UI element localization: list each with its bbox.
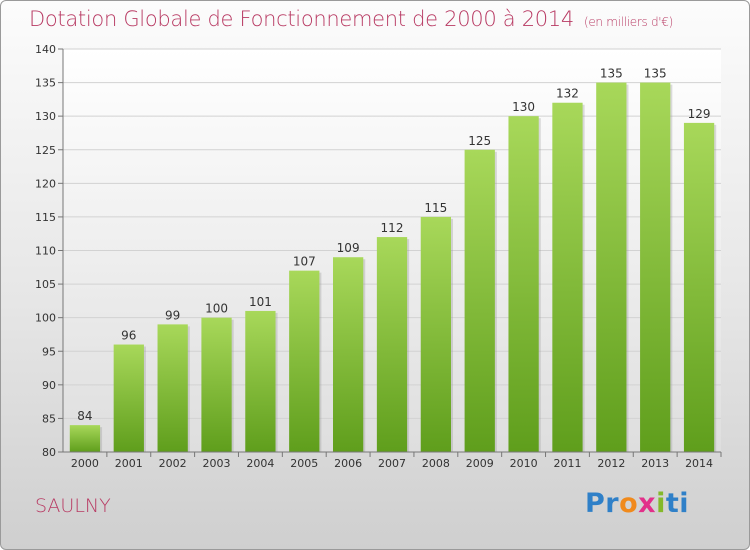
bar (201, 317, 232, 452)
bar-value-label: 112 (381, 221, 404, 235)
bar (376, 237, 408, 452)
x-tick-label: 2011 (553, 457, 581, 470)
y-tick-label: 115 (35, 211, 56, 224)
bar (245, 310, 276, 452)
logo-part-1: Pr (585, 488, 620, 519)
y-tick-label: 125 (35, 144, 56, 157)
bar (640, 82, 671, 452)
bar (683, 122, 715, 452)
x-tick-label: 2005 (290, 457, 318, 470)
bar-value-label: 130 (512, 100, 535, 114)
x-tick-label: 2003 (203, 457, 231, 470)
y-tick-label: 85 (42, 412, 56, 425)
x-tick-label: 2007 (378, 457, 406, 470)
x-tick-label: 2006 (334, 457, 362, 470)
logo-part-2: o (619, 488, 639, 519)
bar-value-label: 129 (688, 107, 711, 121)
bar-value-label: 100 (205, 302, 228, 316)
y-tick-label: 135 (35, 77, 56, 90)
y-tick-label: 105 (35, 278, 56, 291)
x-tick-label: 2009 (466, 457, 494, 470)
y-tick-label: 90 (42, 379, 56, 392)
bar (332, 257, 364, 452)
x-tick-label: 2010 (510, 457, 538, 470)
y-tick-label: 130 (35, 110, 56, 123)
bar-value-label: 135 (644, 67, 667, 81)
x-tick-label: 2004 (246, 457, 274, 470)
x-tick-label: 2014 (685, 457, 713, 470)
x-tick-label: 2000 (71, 457, 99, 470)
bar (552, 102, 583, 452)
y-tick-label: 140 (35, 43, 56, 56)
title-text: Dotation Globale de Fonctionnement de 20… (29, 7, 574, 31)
bar-value-label: 109 (337, 241, 360, 255)
x-tick-label: 2001 (115, 457, 143, 470)
axes-group: 80 85 90 95 100 105 110 115 120 125 130 135 140 2000 2… (35, 43, 722, 470)
bars-group: 84 96 99 100 101 107 109 112 115 125 130 132 135 135 1… (69, 67, 717, 453)
unit-label: (en milliers d'€) (583, 15, 673, 29)
bar (113, 344, 144, 452)
bar-value-label: 132 (556, 87, 579, 101)
bar-value-label: 125 (468, 134, 491, 148)
bar-value-label: 99 (165, 308, 180, 322)
y-tick-label: 95 (42, 345, 56, 358)
bar (508, 116, 539, 453)
bar (157, 324, 188, 452)
y-tick-label: 120 (35, 177, 56, 190)
bar-value-label: 84 (77, 409, 92, 423)
commune-name: SAULNY (35, 495, 111, 517)
bar (420, 216, 452, 452)
bar-value-label: 101 (249, 295, 272, 309)
bar (289, 270, 320, 452)
bar-value-label: 135 (600, 67, 623, 81)
x-tick-label: 2013 (641, 457, 669, 470)
bar-value-label: 107 (293, 255, 316, 269)
y-tick-label: 80 (42, 446, 56, 459)
x-tick-label: 2002 (159, 457, 187, 470)
chart-title: Dotation Globale de Fonctionnement de 20… (29, 7, 673, 31)
bar-value-label: 96 (121, 329, 136, 343)
bar (69, 425, 101, 452)
bar (464, 149, 495, 452)
logo-part-3: x (638, 488, 657, 519)
y-tick-label: 110 (35, 245, 56, 258)
y-tick-label: 100 (35, 312, 56, 325)
x-tick-label: 2008 (422, 457, 450, 470)
bar-value-label: 115 (424, 201, 447, 215)
x-tick-label: 2012 (597, 457, 625, 470)
bar (596, 82, 627, 452)
proxiti-logo: Proxiti (585, 488, 689, 519)
logo-part-5: ti (665, 488, 690, 519)
logo-part-4: i (656, 488, 666, 519)
